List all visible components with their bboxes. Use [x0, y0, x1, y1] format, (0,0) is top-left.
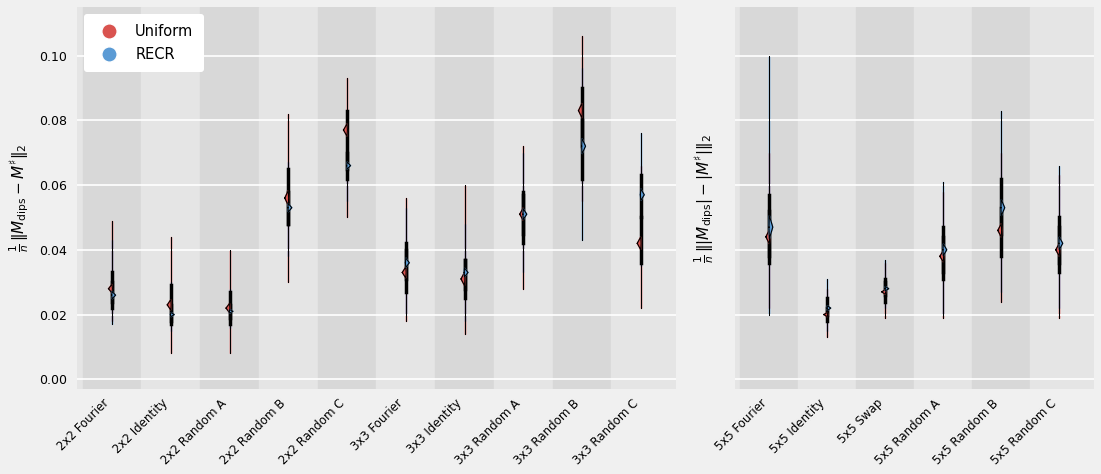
Polygon shape	[520, 208, 524, 220]
Polygon shape	[882, 290, 885, 294]
Polygon shape	[1001, 200, 1005, 216]
Y-axis label: $\frac{1}{n}\,\||M_\mathrm{dips}| - |M^\sharp|\|_2$: $\frac{1}{n}\,\||M_\mathrm{dips}| - |M^\…	[693, 133, 717, 263]
Bar	[553, 7, 611, 389]
Bar	[611, 7, 671, 389]
Bar	[740, 7, 798, 389]
Bar	[494, 7, 553, 389]
Legend: Uniform, RECR: Uniform, RECR	[84, 14, 204, 72]
Bar	[141, 7, 200, 389]
Bar	[318, 7, 377, 389]
Polygon shape	[405, 258, 410, 268]
Polygon shape	[768, 216, 773, 239]
Polygon shape	[229, 310, 233, 313]
Polygon shape	[998, 224, 1002, 237]
Polygon shape	[285, 191, 288, 206]
Polygon shape	[824, 312, 828, 317]
Polygon shape	[226, 303, 230, 313]
Bar	[200, 7, 259, 389]
Polygon shape	[578, 103, 582, 118]
Polygon shape	[641, 189, 644, 201]
Polygon shape	[171, 312, 174, 317]
Polygon shape	[766, 230, 770, 244]
Polygon shape	[288, 203, 292, 212]
Bar	[857, 7, 914, 389]
Polygon shape	[1059, 237, 1062, 250]
Bar	[259, 7, 318, 389]
Bar	[377, 7, 435, 389]
Y-axis label: $\frac{1}{n}\,\|M_\mathrm{dips} - M^\sharp\|_2$: $\frac{1}{n}\,\|M_\mathrm{dips} - M^\sha…	[7, 144, 31, 252]
Bar	[972, 7, 1031, 389]
Polygon shape	[523, 209, 526, 219]
Polygon shape	[885, 286, 889, 291]
Polygon shape	[109, 284, 112, 293]
Bar	[83, 7, 141, 389]
Bar	[1031, 7, 1088, 389]
Polygon shape	[827, 306, 831, 310]
Polygon shape	[465, 268, 468, 277]
Bar	[914, 7, 972, 389]
Polygon shape	[347, 162, 350, 169]
Bar	[435, 7, 494, 389]
Polygon shape	[581, 138, 586, 154]
Polygon shape	[637, 237, 641, 250]
Polygon shape	[167, 300, 171, 310]
Polygon shape	[940, 251, 944, 262]
Bar	[798, 7, 857, 389]
Polygon shape	[942, 244, 947, 256]
Polygon shape	[461, 272, 465, 286]
Polygon shape	[344, 124, 348, 136]
Polygon shape	[402, 267, 406, 278]
Polygon shape	[1056, 244, 1059, 256]
Polygon shape	[111, 292, 116, 299]
